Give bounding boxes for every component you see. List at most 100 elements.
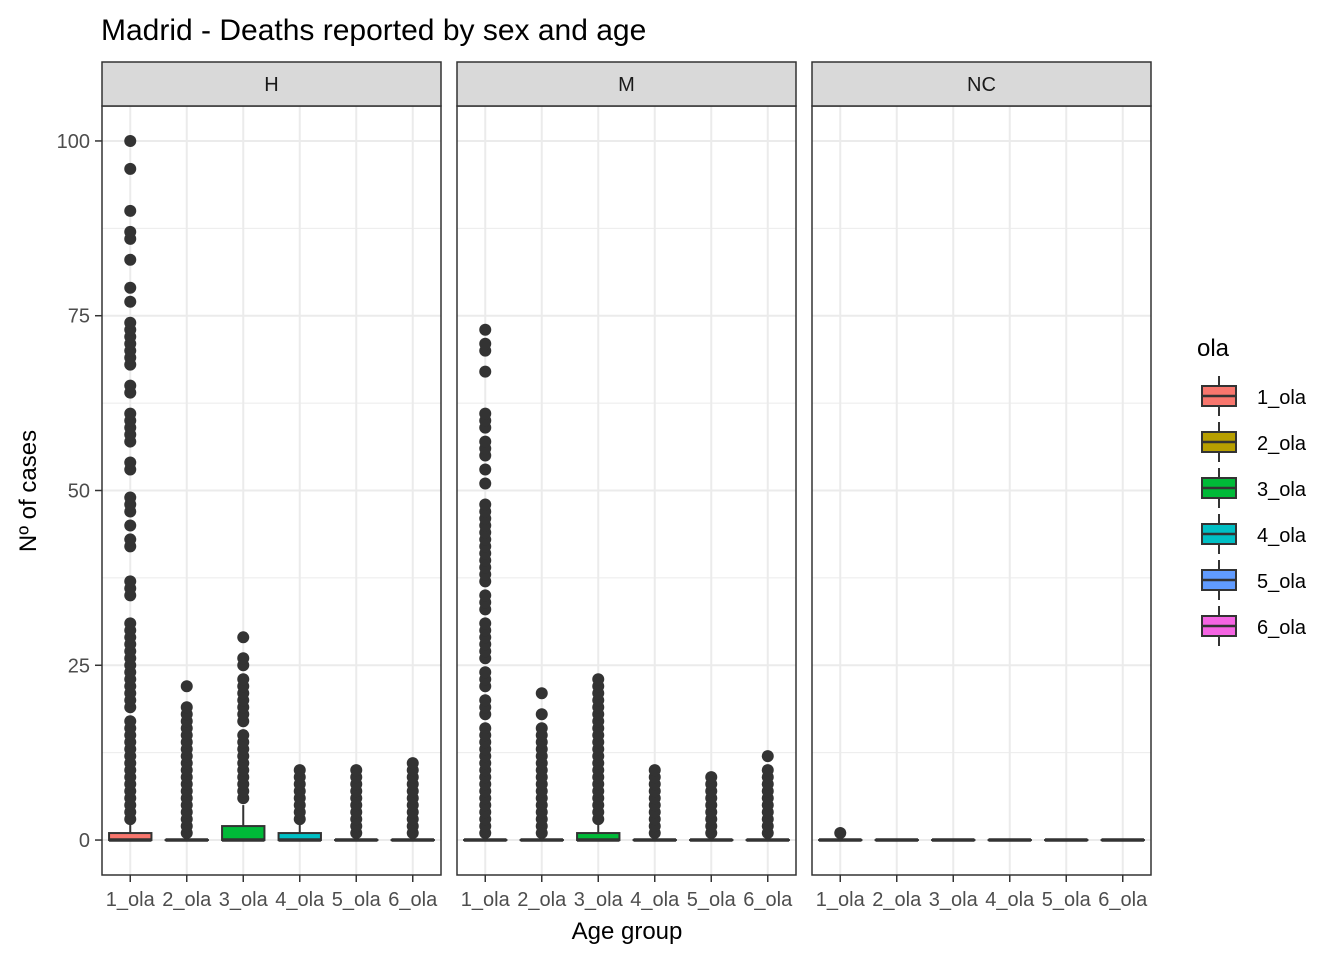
outlier-point (124, 204, 137, 217)
strip-label: M (618, 74, 635, 96)
box-h-1_ola (108, 134, 153, 842)
box-nc-1_ola (818, 827, 863, 842)
facet-panels: H 1_ola 2_ola 3_ola 4_ola 5_ola 6_ola M 1_ola 2_o… (57, 61, 1152, 911)
outlier-point (479, 589, 492, 602)
outlier-point (479, 722, 492, 735)
outlier-point (479, 407, 492, 420)
outlier-point (124, 575, 137, 588)
legend-label: 1_ola (1257, 387, 1307, 409)
outlier-point (180, 680, 193, 693)
y-axis-label: Nº of cases (15, 430, 42, 552)
outlier-point (535, 687, 548, 700)
box-m-6_ola (745, 750, 790, 842)
outlier-point (406, 757, 419, 770)
outlier-point (237, 631, 250, 644)
outlier-point (648, 764, 661, 777)
box-h-4_ola (277, 764, 322, 842)
outlier-point (479, 694, 492, 707)
x-tick-label: 2_ola (517, 889, 567, 911)
legend-entry-4_ola: 4_ola (1201, 514, 1307, 554)
legend-label: 2_ola (1257, 433, 1307, 455)
legend-label: 4_ola (1257, 525, 1307, 547)
x-tick-label: 4_ola (985, 889, 1035, 911)
x-tick-label: 3_ola (219, 889, 269, 911)
chart-title: Madrid - Deaths reported by sex and age (101, 14, 646, 47)
outlier-point (705, 771, 718, 784)
outlier-point (124, 407, 137, 420)
box-h-2_ola (164, 680, 209, 842)
y-axis: 0 25 50 75 100 (57, 131, 102, 852)
outlier-point (293, 764, 306, 777)
x-tick-label: 1_ola (106, 889, 156, 911)
outlier-point (124, 162, 137, 175)
outlier-point (124, 379, 137, 392)
outlier-point (180, 701, 193, 714)
outlier-point (124, 456, 137, 469)
box-h-5_ola (334, 764, 379, 842)
box-m-4_ola (632, 764, 677, 842)
outlier-point (479, 498, 492, 511)
outlier-point (479, 365, 492, 378)
outlier-point (350, 764, 363, 777)
y-tick-label: 50 (68, 481, 90, 503)
outlier-point (124, 519, 137, 532)
strip-label: NC (967, 74, 996, 96)
outlier-point (479, 435, 492, 448)
outlier-point (124, 225, 137, 238)
x-tick-label: 5_ola (687, 889, 737, 911)
strip-background (101, 61, 442, 107)
x-tick-label: 6_ola (1098, 889, 1148, 911)
strip-background (811, 61, 1152, 107)
strip-background (456, 61, 797, 107)
x-tick-label: 1_ola (816, 889, 866, 911)
x-axis-label: Age group (572, 918, 683, 945)
legend-label: 6_ola (1257, 617, 1307, 639)
strip-label: H (264, 74, 278, 96)
x-tick-label: 2_ola (872, 889, 922, 911)
x-tick-label: 6_ola (388, 889, 438, 911)
outlier-point (479, 477, 492, 490)
outlier-point (124, 491, 137, 504)
facet-panel-h: H 1_ola 2_ola 3_ola 4_ola 5_ola 6_ola (101, 61, 442, 911)
facet-panel-m: M 1_ola 2_ola 3_ola 4_ola 5_ola 6_ola (456, 61, 797, 911)
outlier-point (761, 750, 774, 763)
outlier-point (479, 617, 492, 630)
legend-entry-6_ola: 6_ola (1201, 606, 1307, 646)
outlier-point (124, 533, 137, 546)
box-m-5_ola (689, 771, 734, 842)
legend-entry-3_ola: 3_ola (1201, 468, 1307, 508)
box-h-6_ola (390, 757, 435, 842)
outlier-point (535, 708, 548, 721)
x-tick-label: 4_ola (630, 889, 680, 911)
outlier-point (592, 673, 605, 686)
x-tick-label: 5_ola (332, 889, 382, 911)
outlier-point (124, 295, 137, 308)
legend-label: 5_ola (1257, 571, 1307, 593)
x-tick-label: 3_ola (929, 889, 979, 911)
legend-title: ola (1197, 335, 1230, 362)
box-m-1_ola (463, 323, 508, 842)
outlier-point (479, 337, 492, 350)
outlier-point (479, 323, 492, 336)
outlier-point (124, 253, 137, 266)
outlier-point (479, 463, 492, 476)
outlier-point (124, 715, 137, 728)
outlier-point (124, 134, 137, 147)
outlier-point (237, 673, 250, 686)
box-m-2_ola (519, 687, 564, 842)
outlier-point (237, 652, 250, 665)
x-tick-label: 4_ola (275, 889, 325, 911)
box-body (221, 825, 266, 842)
y-tick-label: 25 (68, 655, 90, 677)
legend-entry-2_ola: 2_ola (1201, 422, 1307, 462)
outlier-point (761, 764, 774, 777)
y-tick-label: 100 (57, 131, 90, 153)
outlier-point (124, 316, 137, 329)
outlier-point (479, 666, 492, 679)
x-tick-label: 6_ola (743, 889, 793, 911)
y-tick-label: 0 (79, 830, 90, 852)
box-m-3_ola (576, 673, 621, 842)
box-h-3_ola (221, 631, 266, 842)
outlier-point (124, 617, 137, 630)
